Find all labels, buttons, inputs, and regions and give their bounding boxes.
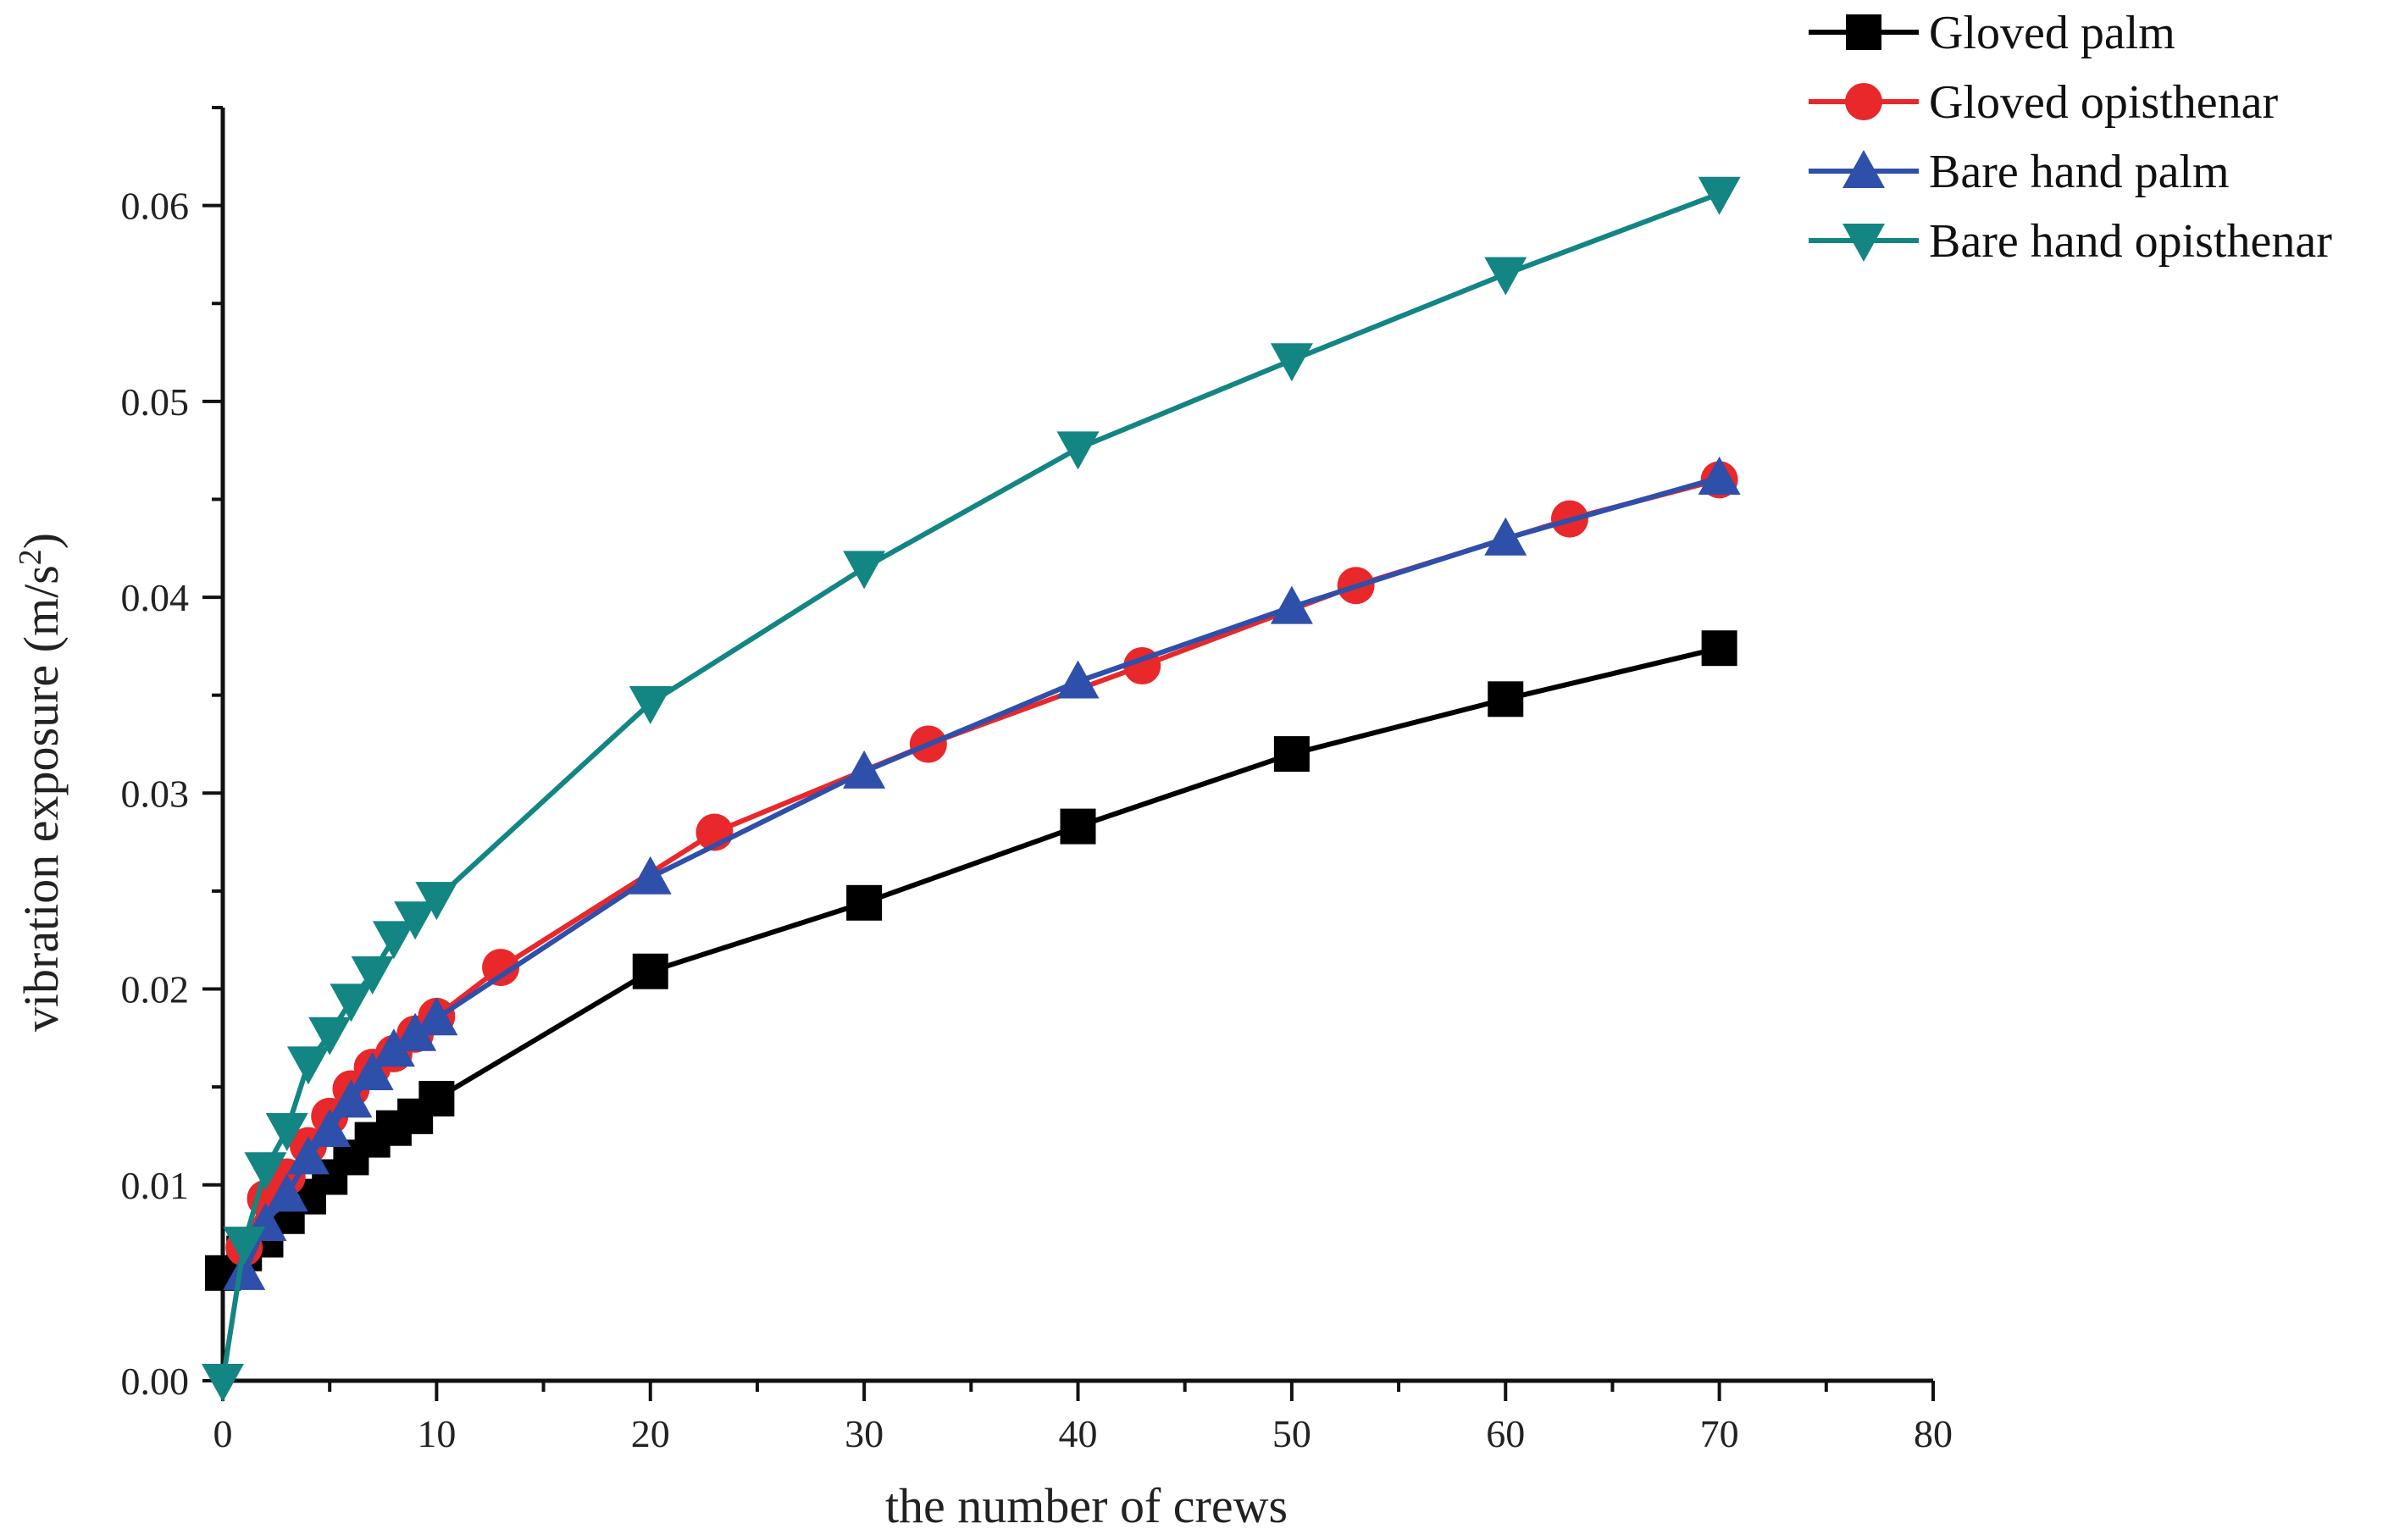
series-bare-hand-palm: [223, 457, 1741, 1290]
x-tick-label: 80: [1914, 1412, 1953, 1455]
legend-item-bare-hand-palm: Bare hand palm: [1809, 146, 2230, 198]
data-point-bare-hand-opisthenar: [843, 551, 886, 590]
series-line-gloved-palm: [220, 645, 1721, 1276]
x-tick-label: 50: [1272, 1412, 1311, 1455]
data-point-bare-hand-opisthenar: [1484, 257, 1527, 296]
series-bare-hand-opisthenar: [202, 176, 1741, 1402]
data-point-bare-hand-palm: [1056, 660, 1100, 699]
data-point-bare-hand-palm: [308, 1109, 352, 1148]
data-point-gloved-palm: [418, 1081, 455, 1117]
data-point-bare-hand-opisthenar: [223, 1227, 266, 1266]
legend-label: Gloved opisthenar: [1929, 76, 2278, 129]
legend-label: Bare hand opisthenar: [1929, 215, 2332, 268]
data-point-bare-hand-palm: [330, 1079, 373, 1118]
data-point-bare-hand-opisthenar: [308, 1017, 352, 1055]
legend-marker: [1845, 83, 1882, 120]
data-point-gloved-palm: [1701, 630, 1737, 667]
x-tick-label: 30: [845, 1412, 884, 1455]
data-point-bare-hand-opisthenar: [415, 882, 458, 921]
data-point-bare-hand-opisthenar: [244, 1152, 287, 1191]
x-axis-title: the number of crews: [885, 1478, 1288, 1533]
legend-item-gloved-opisthenar: Gloved opisthenar: [1809, 76, 2278, 129]
data-point-gloved-palm: [846, 884, 883, 921]
y-tick-label: 0.01: [121, 1164, 190, 1207]
data-point-bare-hand-opisthenar: [286, 1046, 330, 1085]
data-point-bare-hand-palm: [1698, 457, 1741, 496]
data-point-bare-hand-opisthenar: [1698, 176, 1741, 215]
legend-item-bare-hand-opisthenar: Bare hand opisthenar: [1809, 215, 2332, 268]
legend-item-gloved-palm: Gloved palm: [1809, 7, 2175, 59]
y-tick-label: 0.02: [121, 968, 190, 1011]
data-point-bare-hand-palm: [1484, 517, 1527, 556]
data-point-bare-hand-palm: [843, 750, 886, 789]
legend-marker: [1843, 150, 1885, 188]
y-tick-label: 0.03: [121, 772, 190, 815]
series-line-bare-hand-opisthenar: [220, 191, 1721, 1382]
y-tick-label: 0.05: [121, 380, 190, 424]
x-tick-label: 10: [417, 1412, 456, 1455]
data-point-bare-hand-palm: [223, 1251, 266, 1290]
legend-label: Bare hand palm: [1929, 146, 2230, 198]
y-tick-label: 0.00: [121, 1360, 190, 1403]
data-point-gloved-palm: [1273, 736, 1310, 773]
y-tick-label: 0.06: [121, 185, 190, 228]
y-axis-title-end: ): [14, 533, 69, 549]
data-point-bare-hand-opisthenar: [330, 983, 373, 1022]
data-point-bare-hand-opisthenar: [372, 921, 415, 960]
x-tick-label: 40: [1059, 1412, 1098, 1455]
x-tick-label: 20: [631, 1412, 670, 1455]
series-line-gloved-opisthenar: [241, 477, 1721, 1249]
y-axis-title-main: vibration exposure (m/s: [14, 565, 69, 1032]
data-point-bare-hand-palm: [286, 1136, 330, 1175]
y-axis-title-superscript: 2: [13, 549, 48, 565]
data-point-bare-hand-palm: [394, 1012, 437, 1051]
data-point-bare-hand-opisthenar: [265, 1113, 308, 1152]
x-tick-label: 0: [213, 1412, 233, 1455]
data-point-gloved-opisthenar: [482, 949, 520, 987]
data-point-bare-hand-palm: [415, 997, 458, 1036]
data-point-gloved-palm: [632, 953, 668, 989]
data-point-bare-hand-opisthenar: [202, 1364, 244, 1402]
legend-marker: [1846, 14, 1881, 50]
x-tick-label: 60: [1486, 1412, 1525, 1455]
series-gloved-opisthenar: [225, 461, 1738, 1266]
data-point-gloved-palm: [1488, 681, 1524, 717]
data-point-bare-hand-palm: [265, 1173, 308, 1212]
legend: Gloved palm Gloved opisthenar Bare hand pa…: [1809, 7, 2332, 268]
data-point-bare-hand-opisthenar: [1056, 431, 1100, 470]
data-point-bare-hand-palm: [351, 1051, 394, 1090]
data-point-bare-hand-opisthenar: [394, 901, 437, 940]
x-tick-label: 70: [1700, 1412, 1739, 1455]
data-point-bare-hand-palm: [629, 856, 672, 895]
axes: 0 10 20 30 40 50 60 70 80 0.00 0.01 0.02 0.03 0.04 0.0…: [121, 106, 1953, 1455]
data-point-gloved-palm: [1060, 808, 1096, 845]
data-point-bare-hand-opisthenar: [629, 685, 672, 724]
legend-label: Gloved palm: [1929, 7, 2175, 59]
y-tick-label: 0.04: [121, 576, 190, 619]
legend-marker: [1843, 224, 1885, 262]
data-point-bare-hand-palm: [372, 1028, 415, 1067]
data-point-bare-hand-opisthenar: [351, 956, 394, 995]
data-point-bare-hand-opisthenar: [1270, 343, 1313, 382]
plot-series: [202, 176, 1741, 1402]
data-point-bare-hand-palm: [1270, 585, 1313, 624]
y-axis-title: vibration exposure (m/s2): [13, 533, 69, 1032]
